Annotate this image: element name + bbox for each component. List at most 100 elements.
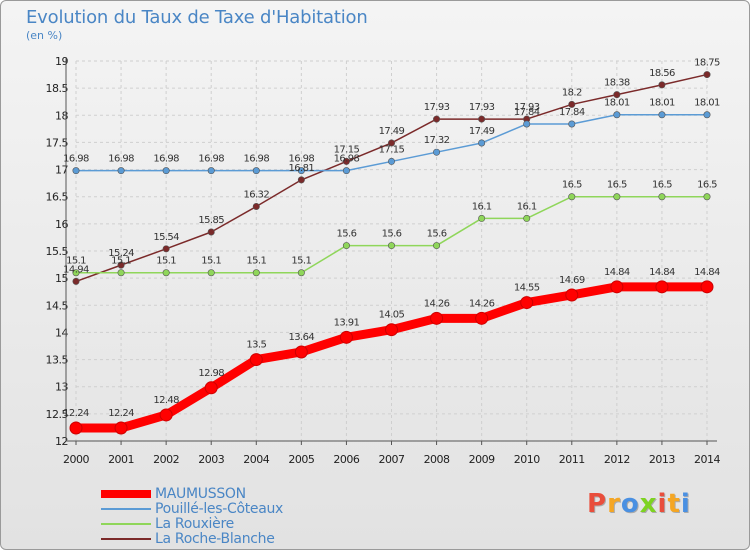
series-point xyxy=(252,269,260,277)
y-tick-label: 17.5 xyxy=(46,136,69,149)
series-point xyxy=(159,408,173,422)
series-point xyxy=(249,353,263,367)
data-label: 14.26 xyxy=(424,298,450,309)
data-label: 15.85 xyxy=(198,215,224,226)
series-point xyxy=(294,345,308,359)
data-label: 17.93 xyxy=(424,102,450,113)
legend-swatch xyxy=(101,538,151,540)
data-label: 12.98 xyxy=(198,368,224,379)
series-point xyxy=(478,115,486,123)
series-point xyxy=(610,280,624,294)
y-tick-label: 16 xyxy=(55,218,68,231)
data-label: 16.98 xyxy=(153,154,179,165)
series-point xyxy=(523,120,531,128)
y-tick-label: 14 xyxy=(55,326,68,339)
y-tick-label: 18 xyxy=(55,109,68,122)
legend-label: Pouillé-les-Côteaux xyxy=(155,501,284,517)
y-tick-label: 15 xyxy=(55,272,68,285)
data-label: 14.69 xyxy=(559,275,585,286)
x-tick-label: 2004 xyxy=(243,453,269,466)
x-tick-label: 2008 xyxy=(424,453,450,466)
y-tick-label: 16.5 xyxy=(46,191,69,204)
data-label: 16.98 xyxy=(108,154,134,165)
data-label: 15.1 xyxy=(156,256,176,267)
data-label: 14.55 xyxy=(514,283,540,294)
legend-swatch xyxy=(101,490,151,498)
legend-item: La Rouxière xyxy=(101,516,401,532)
series-point xyxy=(520,296,534,310)
data-label: 17.49 xyxy=(469,126,495,137)
data-label: 15.1 xyxy=(111,256,131,267)
series-point xyxy=(703,193,711,201)
series-point xyxy=(162,269,170,277)
y-tick-label: 18.5 xyxy=(46,82,69,95)
series-point xyxy=(433,242,441,250)
data-label: 14.84 xyxy=(604,267,630,278)
series-group xyxy=(69,71,714,435)
series-point xyxy=(207,269,215,277)
data-label: 16.98 xyxy=(243,154,269,165)
data-label: 15.54 xyxy=(153,232,179,243)
data-label: 15.1 xyxy=(66,256,86,267)
series-point xyxy=(342,157,350,165)
legend-item: La Roche-Blanche xyxy=(101,531,401,547)
data-label: 15.1 xyxy=(246,256,266,267)
series-point xyxy=(297,269,305,277)
proxiti-logo: Proxiti xyxy=(587,489,691,519)
series-point xyxy=(342,167,350,175)
x-tick-label: 2001 xyxy=(108,453,134,466)
data-label: 16.1 xyxy=(472,201,492,212)
series-point xyxy=(297,167,305,175)
series-point xyxy=(252,202,260,210)
x-tick-label: 2007 xyxy=(379,453,405,466)
data-label: 16.5 xyxy=(652,180,672,191)
series-point xyxy=(207,228,215,236)
x-tick-label: 2013 xyxy=(649,453,675,466)
x-tick-label: 2010 xyxy=(514,453,540,466)
y-tick-label: 13.5 xyxy=(46,354,69,367)
x-tick-label: 2009 xyxy=(469,453,495,466)
grid-lines xyxy=(75,60,708,442)
data-label: 17.15 xyxy=(334,144,360,155)
data-label: 15.6 xyxy=(336,229,356,240)
y-tick-label: 13 xyxy=(55,381,68,394)
series-point xyxy=(655,280,669,294)
y-tick-label: 12 xyxy=(55,435,68,448)
series-point xyxy=(72,167,80,175)
legend-item: MAUMUSSON xyxy=(101,486,401,502)
data-label: 15.6 xyxy=(427,229,447,240)
series-point xyxy=(568,120,576,128)
series-point xyxy=(613,111,621,119)
series-point xyxy=(478,214,486,222)
series-point xyxy=(162,167,170,175)
series-point xyxy=(72,269,80,277)
series-point xyxy=(700,280,714,294)
series-point xyxy=(658,81,666,89)
series-point xyxy=(433,115,441,123)
data-label: 16.5 xyxy=(697,180,717,191)
data-label: 14.94 xyxy=(63,264,89,275)
series-point xyxy=(478,139,486,147)
x-tick-label: 2014 xyxy=(694,453,720,466)
legend-label: MAUMUSSON xyxy=(155,486,246,502)
data-label: 16.5 xyxy=(562,180,582,191)
series-point xyxy=(342,242,350,250)
series-point xyxy=(207,167,215,175)
series-point xyxy=(252,167,260,175)
series-point xyxy=(475,311,489,325)
legend-label: La Rouxière xyxy=(155,516,234,532)
series-point xyxy=(72,277,80,285)
series-point xyxy=(613,91,621,99)
series-point xyxy=(568,100,576,108)
series-point xyxy=(114,421,128,435)
x-tick-label: 2000 xyxy=(63,453,89,466)
data-label: 12.24 xyxy=(108,408,134,419)
data-label: 14.84 xyxy=(649,267,675,278)
series-point xyxy=(613,193,621,201)
series-point xyxy=(565,288,579,302)
data-label: 18.56 xyxy=(649,68,675,79)
x-tick-label: 2011 xyxy=(559,453,585,466)
data-label: 17.49 xyxy=(379,126,405,137)
